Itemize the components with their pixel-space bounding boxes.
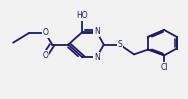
Text: N: N [94,53,99,62]
Text: Cl: Cl [160,63,168,72]
Text: O: O [42,51,48,60]
Text: HO: HO [77,11,88,20]
Text: O: O [42,28,48,37]
Text: S: S [117,40,122,49]
Text: N: N [94,27,99,36]
